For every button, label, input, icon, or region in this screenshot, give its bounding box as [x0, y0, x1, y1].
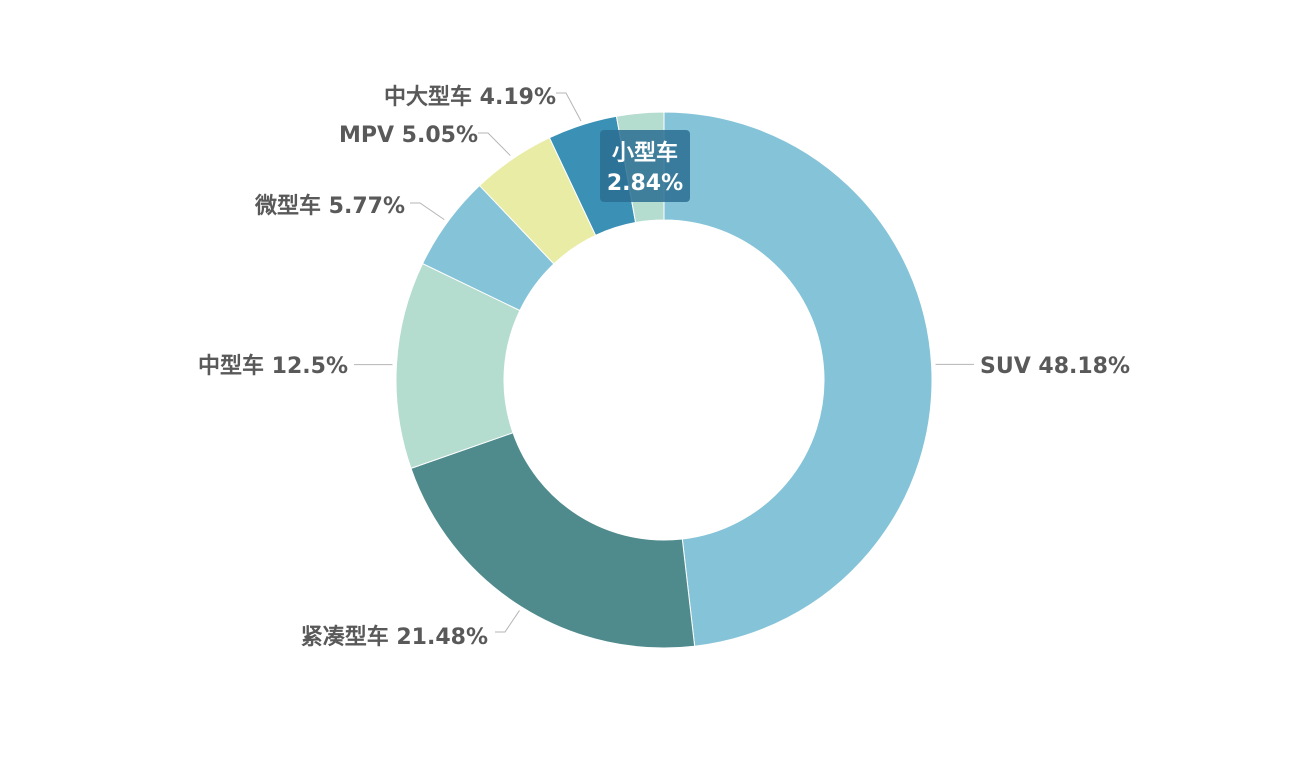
leader-line-3	[410, 202, 445, 221]
slice-label-inside-0: 小型车	[612, 140, 678, 166]
leader-line-1	[495, 610, 520, 633]
slice-label-4: MPV 5.05%	[339, 123, 478, 148]
leader-line-4	[478, 132, 511, 156]
leader-line-5	[556, 92, 582, 122]
slice-label-3: 微型车 5.77%	[254, 193, 405, 219]
slice-0[interactable]	[663, 111, 933, 647]
tooltip-box	[600, 130, 690, 202]
slice-label-0: SUV 48.18%	[980, 354, 1130, 379]
slice-label-inside-1: 2.84%	[607, 171, 683, 196]
tooltip-label-6: 小型车 2.84%	[600, 130, 690, 202]
slice-1[interactable]	[410, 432, 696, 649]
slice-label-2: 中型车 12.5%	[198, 353, 348, 379]
slice-label-1: 紧凑型车 21.48%	[301, 624, 488, 650]
slice-label-5: 中大型车 4.19%	[384, 84, 556, 110]
